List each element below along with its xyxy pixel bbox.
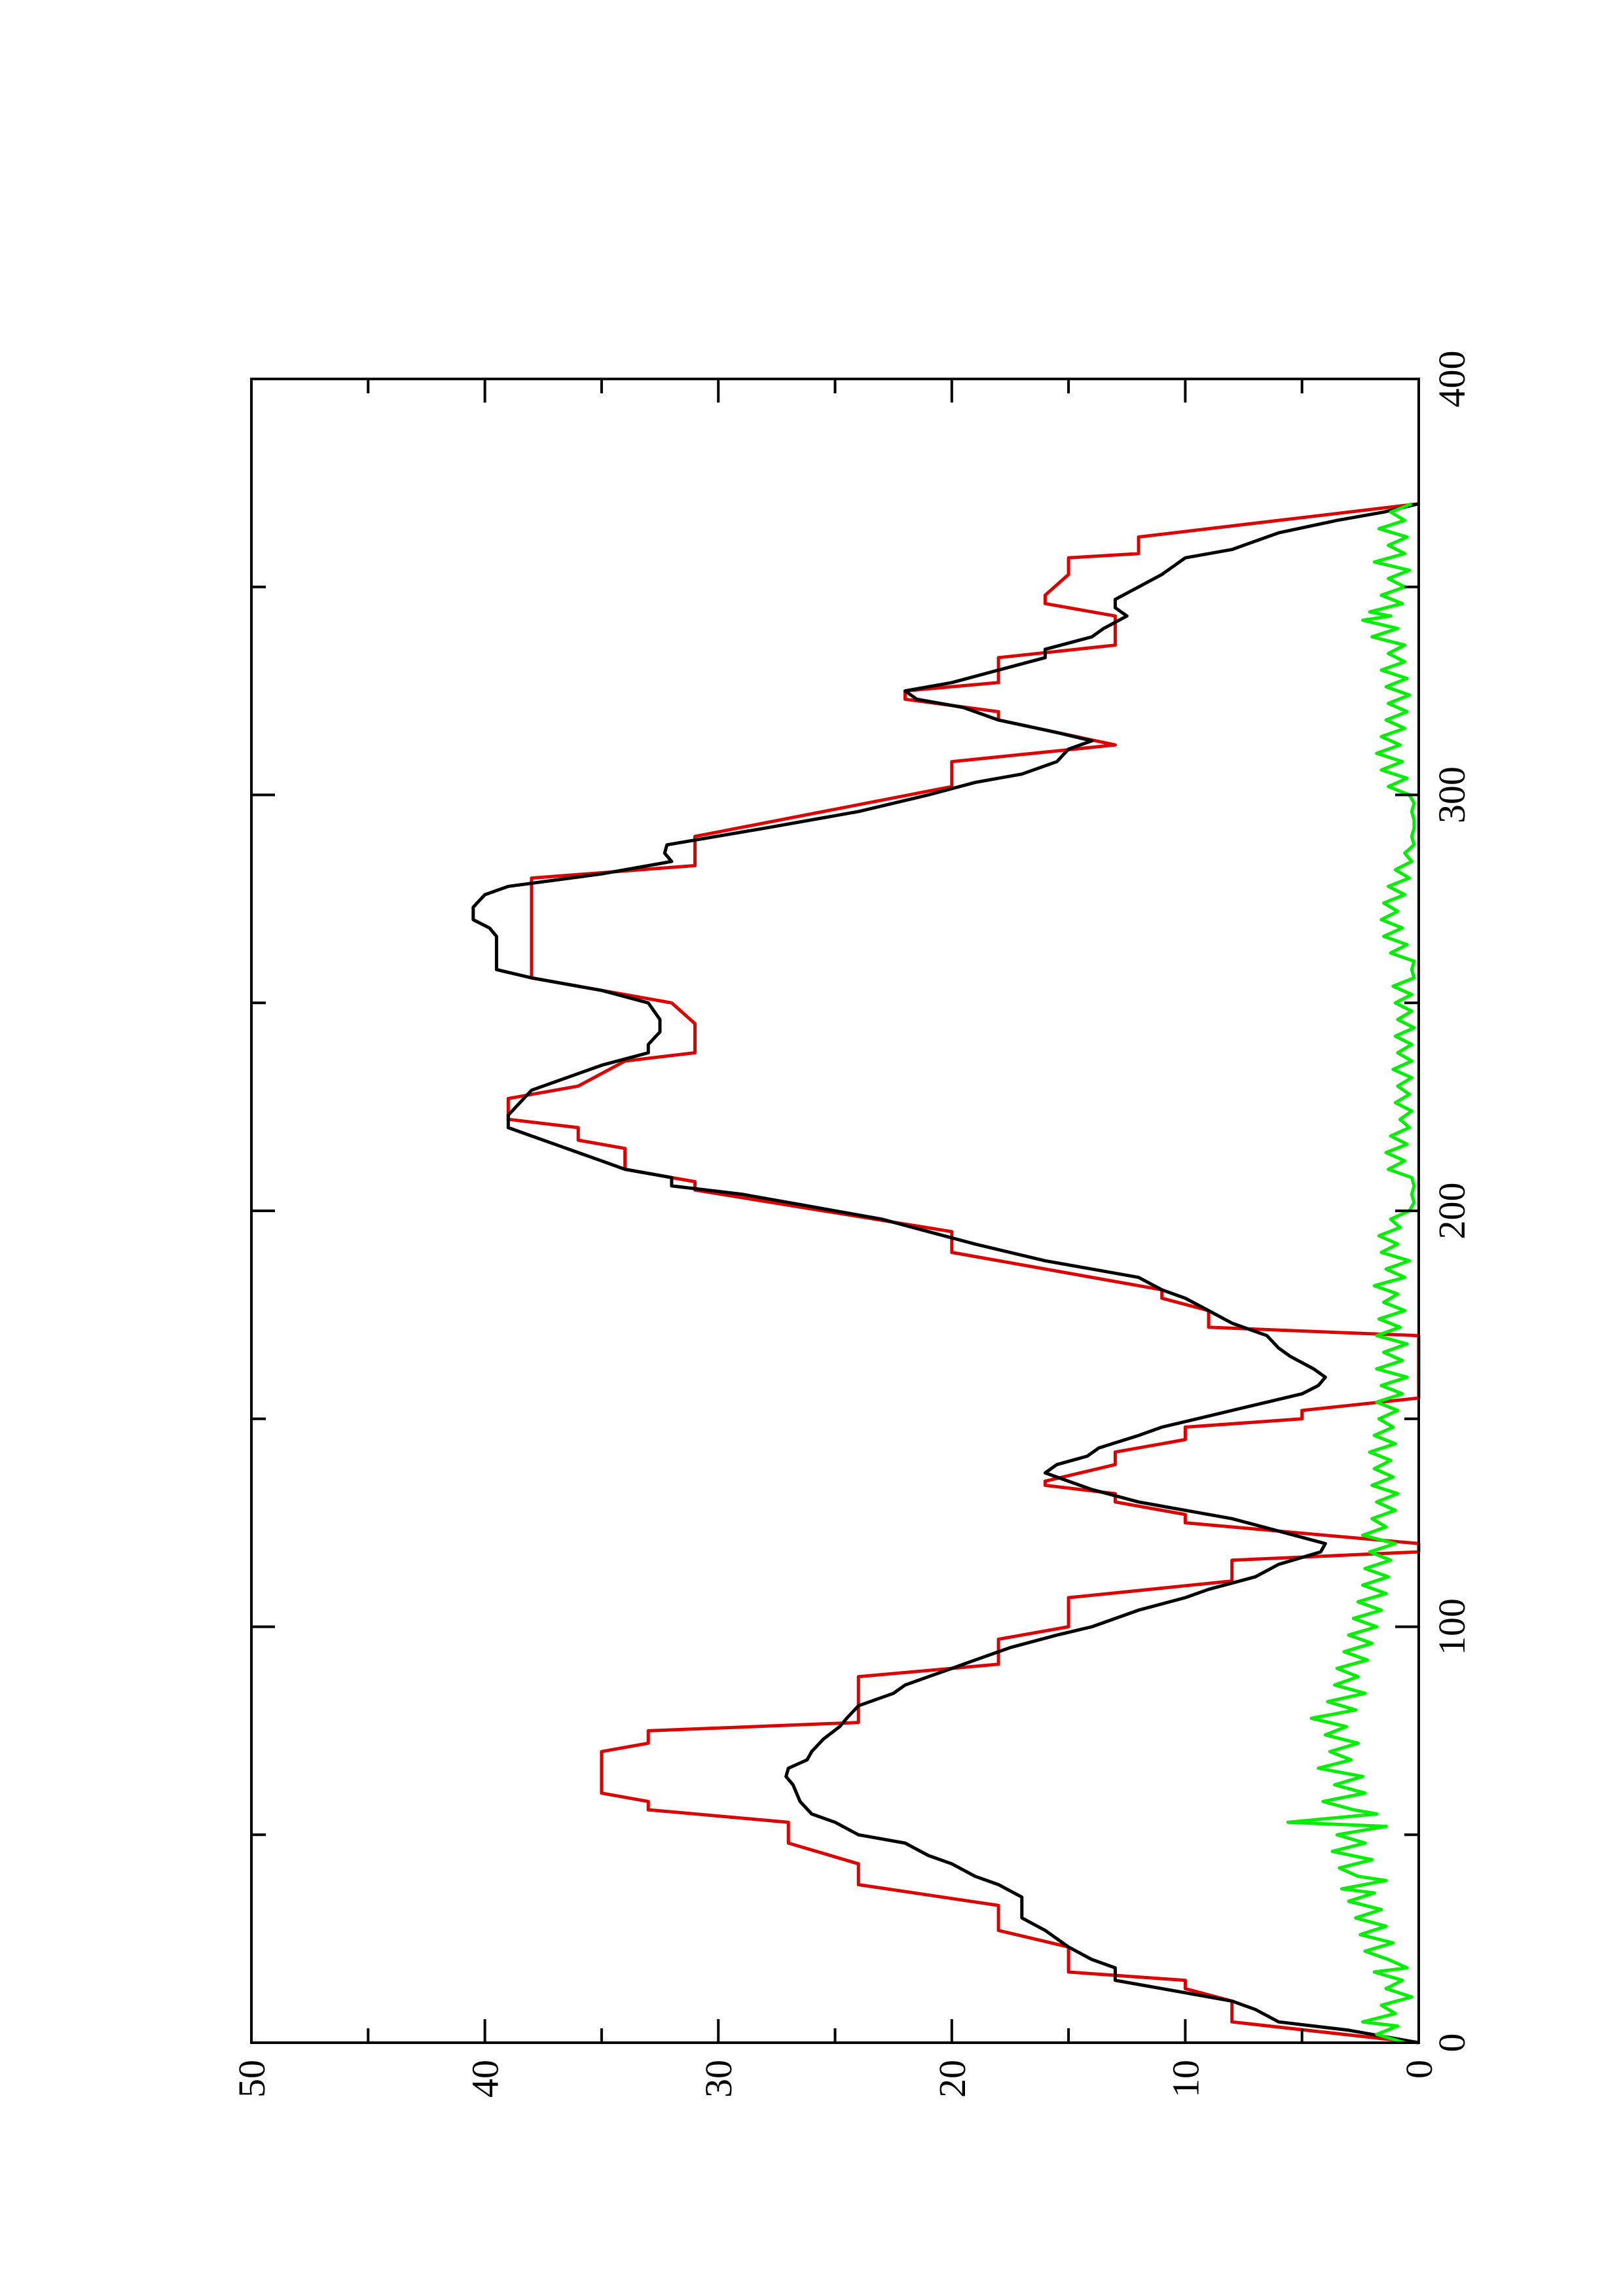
y-tick-label: 10 (1164, 2060, 1207, 2098)
y-tick-label: 50 (230, 2060, 273, 2098)
x-tick-label: 400 (1431, 351, 1473, 408)
y-tick-label: 0 (1398, 2060, 1440, 2079)
y-tick-label: 40 (464, 2060, 507, 2098)
x-tick-label: 100 (1431, 1598, 1473, 1655)
series-line-3 (1286, 502, 1416, 2045)
x-tick-label: 0 (1431, 2034, 1473, 2053)
x-tick-label: 200 (1431, 1183, 1473, 1240)
x-tick-label: 300 (1431, 766, 1473, 823)
y-tick-label: 20 (931, 2060, 974, 2098)
labels-layer: 0 100 200 300 400 0 10 20 30 40 50 (230, 351, 1473, 2098)
plot-frame (250, 378, 1420, 2044)
series-line-2 (471, 502, 1419, 2045)
y-tick-label: 30 (697, 2060, 740, 2098)
